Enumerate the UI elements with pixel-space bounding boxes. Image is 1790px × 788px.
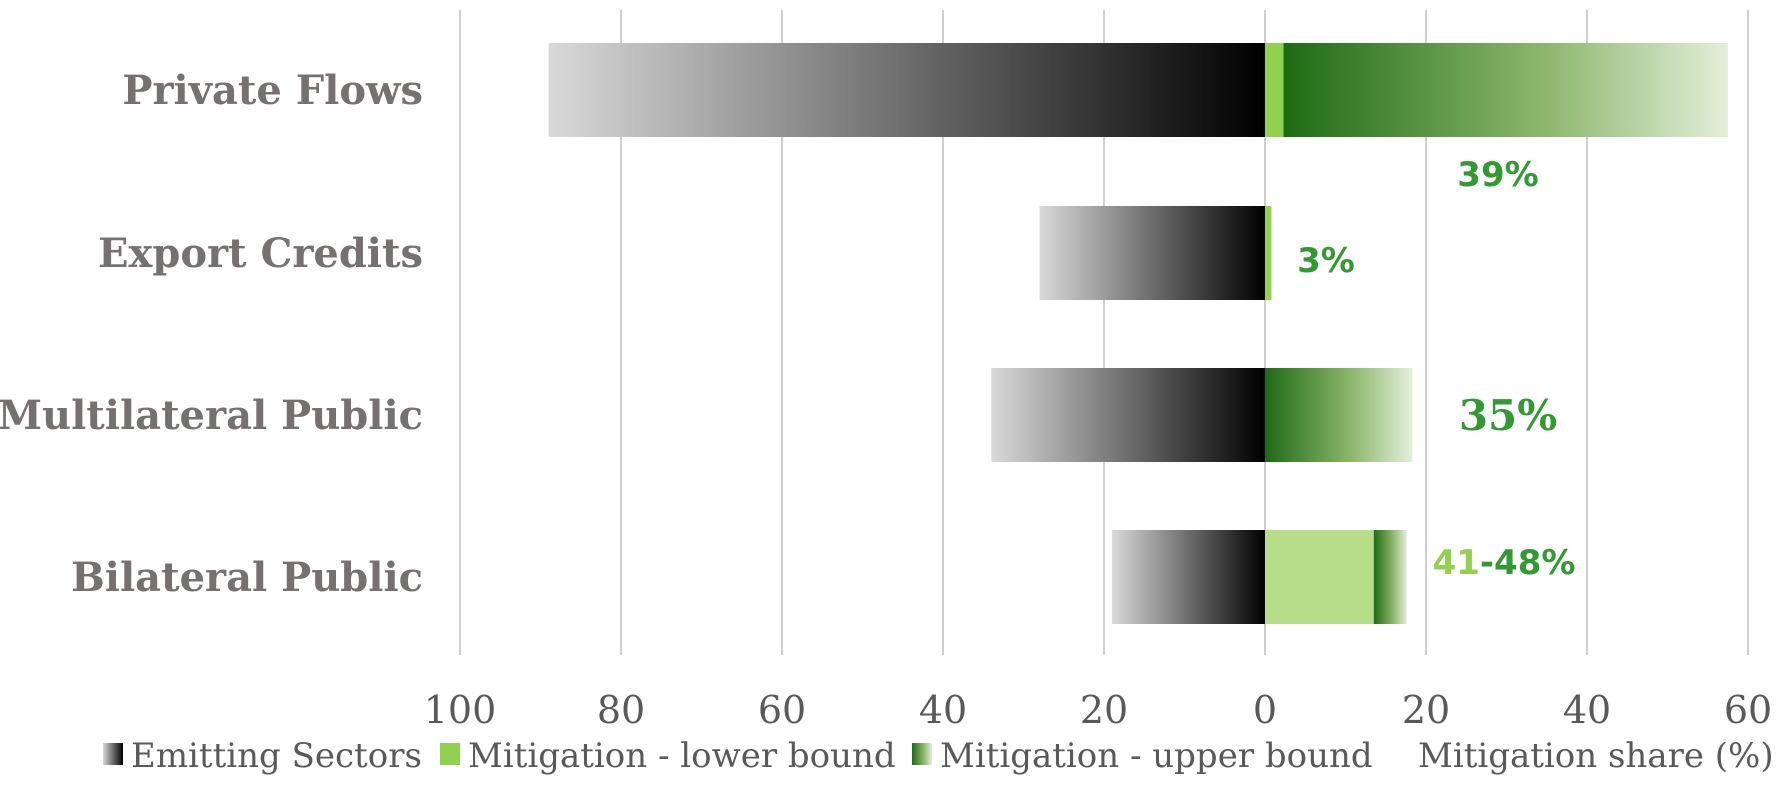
legend-label: Mitigation - upper bound (940, 736, 1373, 776)
mitigation-share-label: 39% (1457, 155, 1538, 195)
emitting-bar (548, 43, 1265, 137)
x-tick-label: 60 (758, 688, 806, 732)
mitigation-share-part: 41 (1433, 543, 1480, 583)
x-tick-label: 20 (1402, 688, 1450, 732)
x-tick-label: 80 (597, 688, 645, 732)
x-axis-tick-labels: 100 80 60 40 20 0 20 40 60 (424, 688, 1772, 732)
mitigation-share-label: 3% (1297, 241, 1355, 281)
legend-swatch (440, 743, 460, 765)
mitigation-share-part: 3% (1297, 241, 1355, 281)
mitigation-upper-bar (1373, 530, 1407, 624)
category-label: Export Credits (98, 230, 423, 277)
x-tick-label: 40 (919, 688, 967, 732)
mitigation-share-label: 35% (1459, 391, 1557, 440)
mitigation-share-labels: 39% 3% 35% 41-48% (1297, 155, 1575, 583)
legend-label: Mitigation share (%) (1418, 736, 1774, 776)
legend: Emitting Sectors Mitigation - lower bound… (103, 736, 1774, 776)
emitting-bar (1039, 206, 1265, 300)
category-label: Private Flows (122, 67, 423, 114)
x-tick-label: 40 (1563, 688, 1611, 732)
legend-swatch (103, 743, 123, 765)
x-tick-label: 100 (424, 688, 497, 732)
mitigation-share-part: 48% (1494, 543, 1575, 583)
category-label: Bilateral Public (71, 554, 423, 601)
legend-label: Emitting Sectors (131, 736, 422, 776)
mitigation-upper-bar (1283, 43, 1728, 137)
emitting-bar (1112, 530, 1265, 624)
mitigation-share-part: - (1480, 543, 1494, 583)
mitigation-lower-bar (1265, 530, 1374, 624)
x-tick-label: 60 (1724, 688, 1772, 732)
category-labels: Private Flows Export Credits Multilateral … (0, 67, 423, 601)
mitigation-lower-bar (1265, 43, 1284, 137)
x-tick-label: 20 (1080, 688, 1128, 732)
mitigation-lower-bar (1265, 206, 1272, 300)
legend-swatch (912, 743, 932, 765)
mitigation-share-label: 41-48% (1433, 543, 1576, 583)
mitigation-share-part: 39% (1457, 155, 1538, 195)
emitting-bar (991, 368, 1265, 462)
x-tick-label: 0 (1253, 688, 1277, 732)
mitigation-upper-bar (1265, 368, 1413, 462)
mitigation-share-part: 35% (1459, 391, 1557, 440)
legend-label: Mitigation - lower bound (468, 736, 896, 776)
bars (548, 43, 1728, 624)
category-label: Multilateral Public (0, 392, 423, 439)
